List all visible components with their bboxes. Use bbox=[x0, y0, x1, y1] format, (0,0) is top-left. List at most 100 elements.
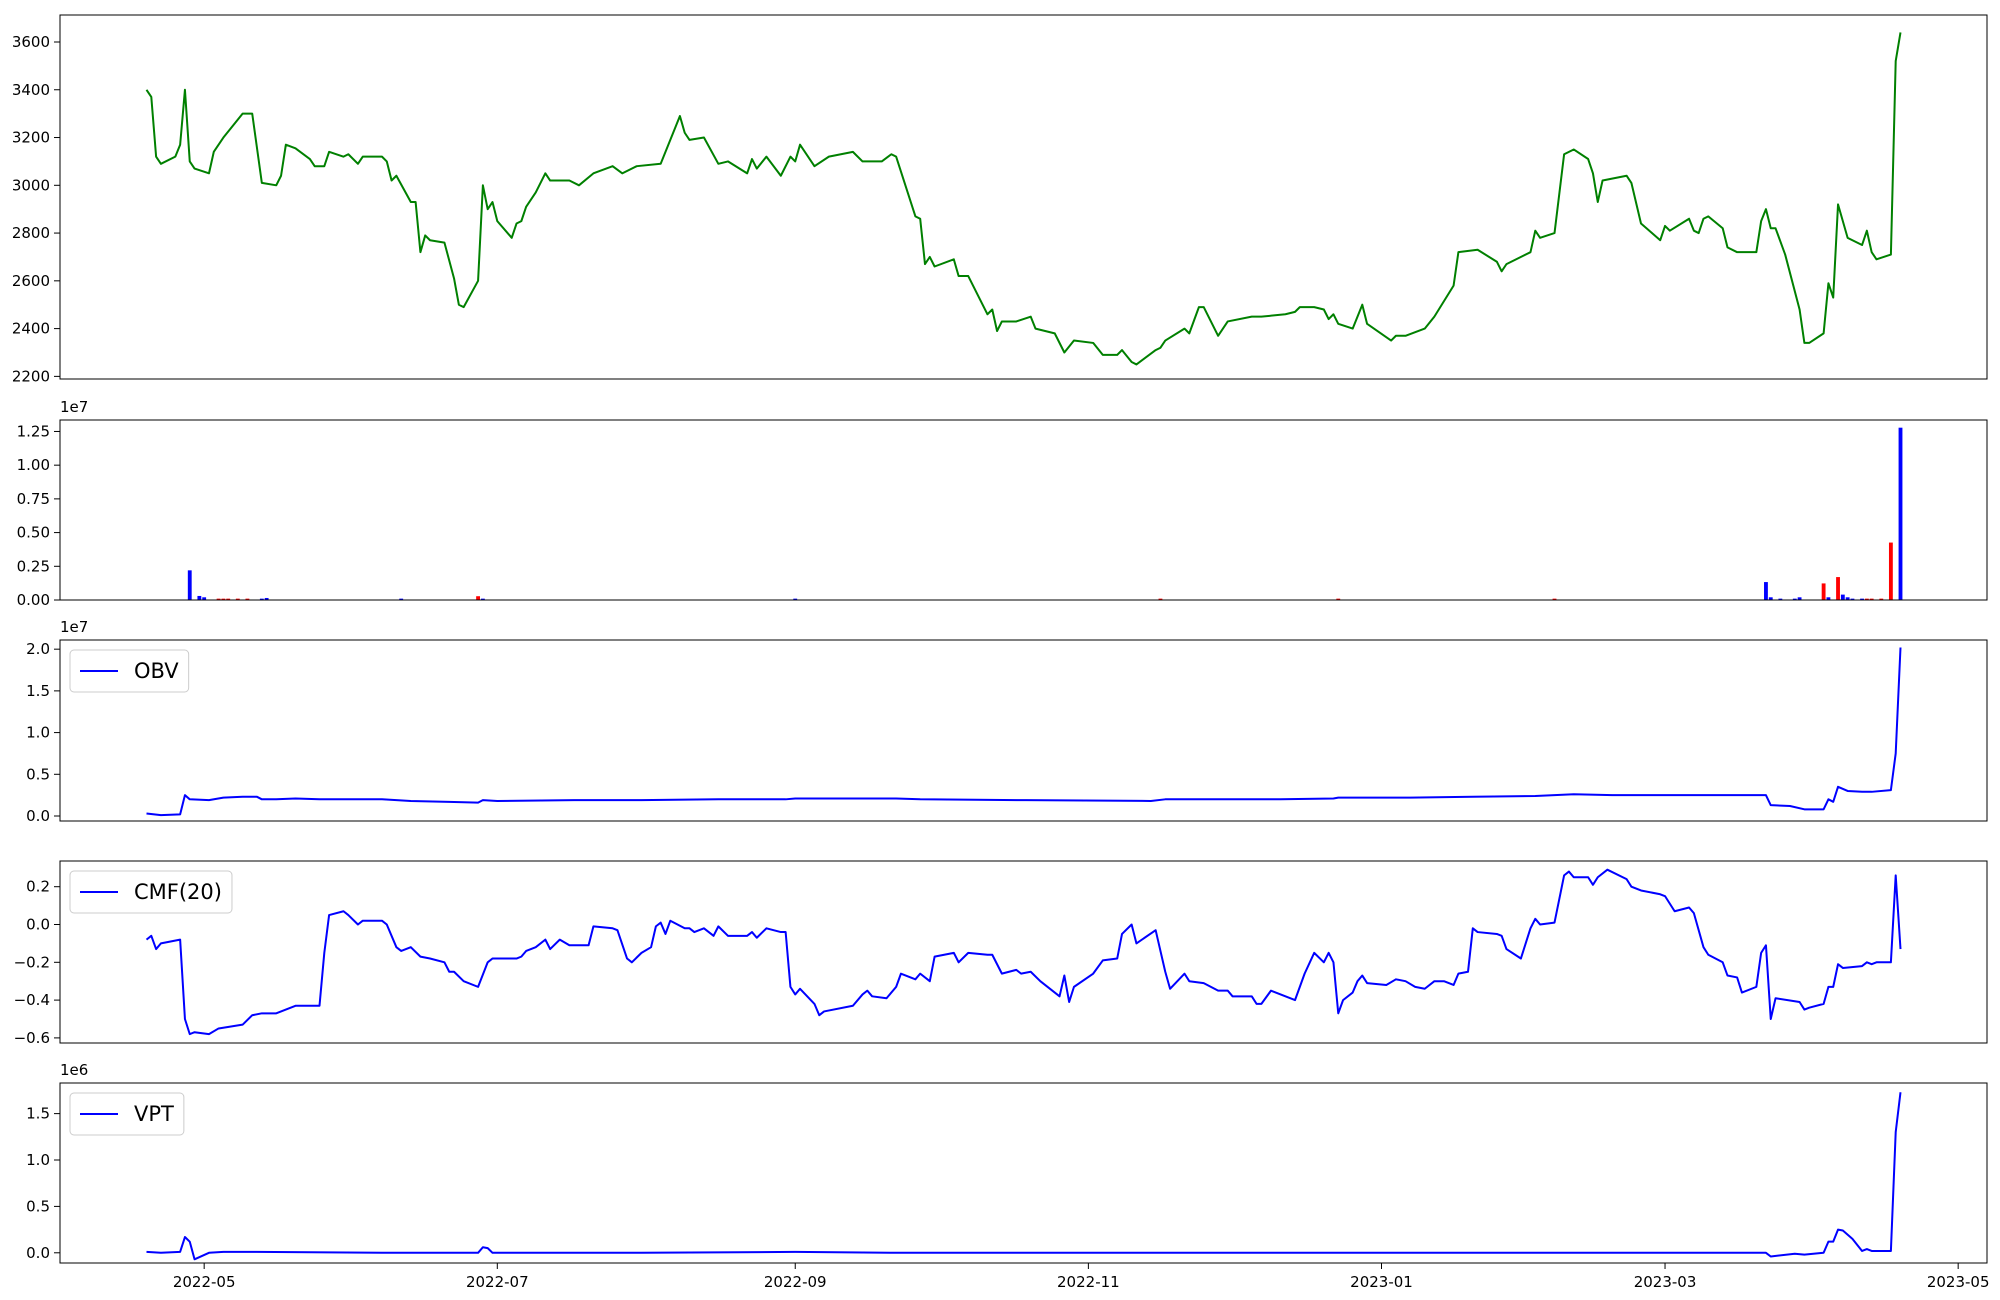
bar bbox=[187, 570, 192, 600]
plot-area bbox=[187, 427, 1903, 600]
y-tick-label: 0.5 bbox=[26, 1197, 50, 1215]
bar bbox=[1864, 598, 1869, 600]
y-tick-label: 2600 bbox=[12, 272, 50, 290]
panel: 0.0 0.5 1.0 1.5 2022-05 2022-07 2022-09 2022-11… bbox=[26, 1061, 1989, 1291]
legend-label: OBV bbox=[134, 659, 179, 683]
panel: 0.00 0.25 0.50 0.75 1.00 1.25 1e7 bbox=[17, 398, 1988, 609]
bar bbox=[1792, 598, 1797, 600]
legend-box bbox=[69, 1092, 185, 1136]
bar bbox=[1764, 582, 1768, 600]
y-tick-label: 0.0 bbox=[26, 1244, 50, 1262]
y-tick-label: −0.2 bbox=[14, 953, 50, 971]
bar bbox=[1826, 597, 1831, 600]
plot-area bbox=[146, 647, 1902, 817]
bar bbox=[1797, 597, 1802, 600]
x-tick-label: 2023-03 bbox=[1634, 1273, 1697, 1291]
bar bbox=[1860, 598, 1864, 600]
bar bbox=[399, 598, 404, 600]
bar bbox=[1869, 598, 1874, 600]
bar bbox=[221, 598, 226, 600]
bar bbox=[1836, 577, 1840, 600]
y-tick-label: 0.0 bbox=[26, 807, 50, 825]
plot-area bbox=[145, 32, 1902, 366]
y-tick-label: 2200 bbox=[12, 367, 50, 385]
bar bbox=[259, 598, 264, 600]
bar bbox=[1778, 598, 1783, 600]
data-line bbox=[145, 868, 1902, 1036]
y-tick-label: 0.75 bbox=[17, 490, 50, 508]
data-line bbox=[146, 647, 1902, 817]
axis-offset-label: 1e7 bbox=[60, 398, 88, 416]
y-tick-label: 1.25 bbox=[17, 422, 50, 440]
legend-label: CMF(20) bbox=[134, 880, 222, 904]
x-tick-label: 2022-07 bbox=[466, 1273, 529, 1291]
bar bbox=[197, 595, 202, 600]
bar bbox=[1821, 583, 1826, 600]
bar bbox=[1768, 597, 1773, 600]
y-tick-label: −0.4 bbox=[14, 991, 50, 1009]
y-tick-label: 3400 bbox=[12, 81, 50, 99]
axis-offset-label: 1e7 bbox=[60, 618, 88, 636]
bar bbox=[202, 597, 207, 600]
legend-box bbox=[69, 870, 233, 914]
data-line bbox=[145, 32, 1902, 366]
y-tick-label: 0.2 bbox=[26, 878, 50, 896]
data-line bbox=[146, 1092, 1902, 1261]
bar bbox=[793, 598, 798, 600]
bar bbox=[1879, 598, 1884, 600]
bar bbox=[235, 598, 240, 600]
axes-frame bbox=[59, 860, 1988, 1044]
axes-frame bbox=[59, 14, 1988, 380]
y-tick-label: 2800 bbox=[12, 224, 50, 242]
axes-frame bbox=[59, 1082, 1988, 1264]
bar bbox=[1898, 427, 1903, 600]
bar bbox=[1552, 598, 1557, 600]
y-tick-label: 1.00 bbox=[17, 456, 50, 474]
bar bbox=[1158, 598, 1163, 600]
bar bbox=[476, 596, 480, 600]
legend-label: VPT bbox=[134, 1102, 174, 1126]
bar bbox=[216, 598, 221, 600]
y-tick-label: 0.50 bbox=[17, 524, 50, 542]
y-tick-label: 2.0 bbox=[26, 640, 50, 658]
y-tick-label: −0.6 bbox=[14, 1029, 50, 1047]
bar bbox=[480, 598, 485, 600]
axis-offset-label: 1e6 bbox=[60, 1061, 88, 1079]
y-tick-label: 3600 bbox=[12, 33, 50, 51]
y-tick-label: 3200 bbox=[12, 129, 50, 147]
bar bbox=[264, 597, 269, 600]
bar bbox=[1850, 598, 1855, 600]
x-tick-label: 2022-11 bbox=[1057, 1273, 1120, 1291]
x-tick-label: 2022-09 bbox=[764, 1273, 827, 1291]
bar bbox=[245, 598, 250, 600]
bar bbox=[1336, 598, 1341, 600]
y-tick-label: 0.25 bbox=[17, 557, 50, 575]
bar bbox=[1840, 594, 1845, 600]
axes-frame bbox=[59, 419, 1988, 601]
bar bbox=[1888, 542, 1893, 600]
x-tick-label: 2023-05 bbox=[1927, 1273, 1990, 1291]
plot-area bbox=[146, 1092, 1902, 1261]
bar bbox=[226, 598, 231, 600]
panel: 2200 2400 2600 2800 3000 3200 3400 3600 bbox=[12, 14, 1988, 385]
y-tick-label: 1.0 bbox=[26, 724, 50, 742]
panel: 0.0 0.5 1.0 1.5 2.0 1e7 OBV bbox=[26, 618, 1988, 825]
y-tick-label: 0.00 bbox=[17, 591, 50, 609]
panel: −0.6 −0.4 −0.2 0.0 0.2 CMF(20) bbox=[14, 860, 1988, 1047]
axes-frame bbox=[59, 639, 1988, 822]
y-tick-label: 1.5 bbox=[26, 682, 50, 700]
x-tick-label: 2022-05 bbox=[173, 1273, 236, 1291]
y-tick-label: 3000 bbox=[12, 176, 50, 194]
y-tick-label: 1.5 bbox=[26, 1105, 50, 1123]
y-tick-label: 0.5 bbox=[26, 765, 50, 783]
legend-box bbox=[69, 649, 190, 693]
plot-area bbox=[145, 868, 1902, 1036]
x-tick-label: 2023-01 bbox=[1350, 1273, 1413, 1291]
bar bbox=[1845, 597, 1850, 600]
y-tick-label: 1.0 bbox=[26, 1151, 50, 1169]
y-tick-label: 0.0 bbox=[26, 916, 50, 934]
y-tick-label: 2400 bbox=[12, 320, 50, 338]
